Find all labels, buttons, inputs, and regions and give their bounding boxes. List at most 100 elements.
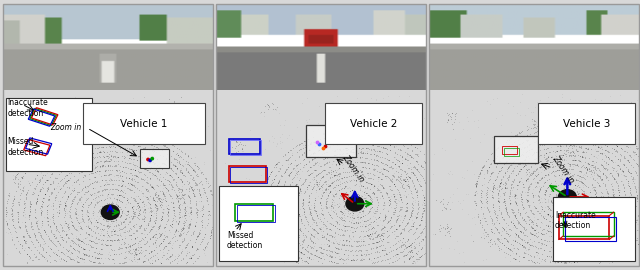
Point (364, 180, 374, 185)
Point (499, 218, 509, 222)
Point (161, 170, 172, 174)
Point (100, 212, 111, 217)
Point (108, 199, 118, 203)
Point (364, 158, 374, 162)
Point (38, 246, 49, 251)
Point (90, 230, 100, 234)
Point (183, 170, 193, 174)
Point (348, 141, 358, 146)
Point (292, 170, 302, 174)
Point (47, 240, 57, 244)
Point (94, 171, 104, 176)
Point (271, 162, 282, 166)
Point (330, 250, 340, 254)
Point (101, 239, 111, 243)
Point (108, 155, 118, 160)
Point (545, 206, 555, 211)
Point (126, 251, 136, 255)
Point (625, 236, 635, 241)
Point (493, 145, 503, 149)
Point (179, 201, 189, 205)
Point (495, 194, 505, 198)
Point (240, 143, 250, 147)
Point (366, 251, 376, 255)
Point (303, 249, 314, 254)
Point (532, 170, 543, 174)
Point (114, 193, 124, 197)
Point (81, 208, 92, 212)
Point (21, 239, 31, 244)
Point (541, 146, 552, 151)
Point (612, 167, 622, 172)
Point (308, 139, 319, 144)
Point (145, 236, 156, 240)
Point (257, 205, 267, 209)
Point (630, 202, 640, 206)
Point (562, 181, 572, 185)
Point (602, 148, 612, 153)
Point (317, 261, 327, 265)
Point (359, 219, 369, 223)
Point (58, 151, 68, 156)
Point (501, 186, 511, 191)
Point (387, 176, 397, 180)
Point (503, 175, 513, 179)
Point (263, 228, 273, 232)
Point (37, 112, 47, 117)
Point (132, 215, 143, 219)
Point (153, 257, 163, 262)
Point (378, 225, 388, 230)
Point (84, 142, 95, 146)
Point (146, 213, 156, 217)
Point (143, 188, 153, 192)
Point (420, 186, 431, 190)
Point (109, 213, 119, 217)
Point (543, 212, 553, 216)
Point (3, 226, 13, 230)
Point (45, 147, 55, 151)
Point (506, 184, 516, 189)
Point (369, 184, 380, 188)
Point (489, 150, 499, 154)
Point (126, 188, 136, 192)
Point (520, 244, 530, 249)
Point (623, 179, 633, 183)
Point (307, 225, 317, 230)
Point (356, 150, 366, 154)
Point (356, 170, 367, 174)
Point (310, 160, 320, 164)
Point (375, 182, 385, 186)
Point (132, 112, 143, 116)
Point (605, 255, 616, 260)
Point (372, 158, 382, 163)
Point (274, 244, 284, 249)
Point (606, 157, 616, 162)
Point (602, 144, 612, 148)
Point (324, 165, 335, 169)
Point (525, 132, 535, 136)
Point (322, 140, 332, 144)
Point (225, 208, 236, 213)
Point (70, 141, 80, 145)
Point (150, 242, 161, 247)
Point (91, 171, 101, 175)
Point (408, 180, 418, 184)
Point (586, 137, 596, 141)
Point (205, 148, 215, 153)
Point (183, 224, 193, 229)
Point (567, 208, 577, 212)
Point (60, 219, 70, 223)
Point (61, 173, 71, 177)
Point (190, 193, 200, 198)
Point (296, 250, 306, 255)
Point (537, 175, 547, 179)
Point (191, 199, 202, 203)
Point (125, 167, 136, 171)
Point (543, 136, 554, 140)
Point (477, 214, 488, 219)
Point (406, 224, 416, 228)
Point (435, 227, 445, 231)
Point (559, 232, 570, 237)
Point (507, 188, 517, 193)
Point (365, 195, 376, 200)
